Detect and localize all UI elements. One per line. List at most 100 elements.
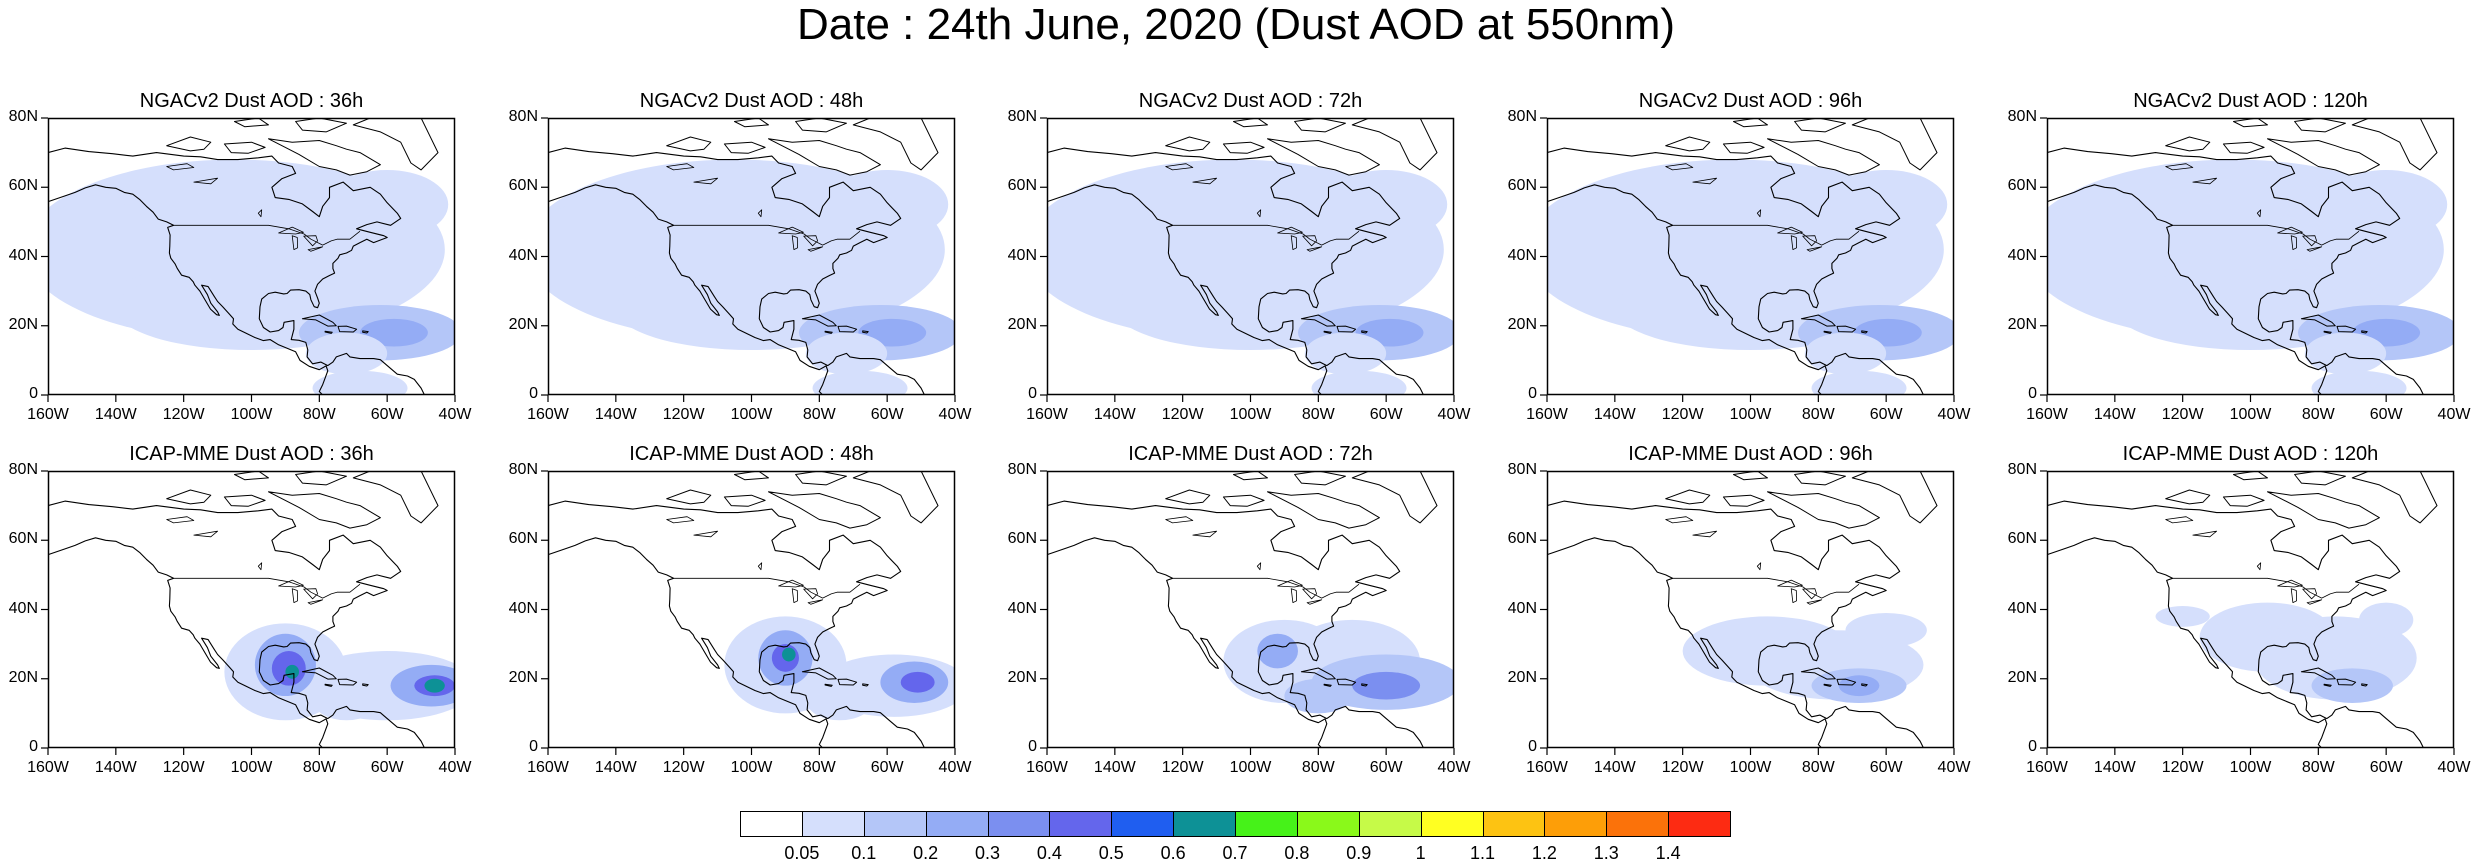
coastline — [548, 147, 926, 395]
land-outline — [2351, 118, 2438, 171]
land-outline — [295, 118, 347, 133]
coastline — [48, 147, 426, 395]
land-outline — [268, 138, 381, 176]
lon-tick-label: 60W — [370, 406, 404, 423]
lon-tick-label: 40W — [938, 759, 972, 776]
land-outline — [2277, 226, 2303, 235]
land-outline — [362, 683, 369, 687]
lon-tick-label: 60W — [870, 406, 904, 423]
colorbar-label: 1.3 — [1593, 843, 1619, 863]
land-outline — [734, 118, 769, 128]
coastline — [1047, 147, 1425, 395]
coastline — [2172, 577, 2360, 599]
lon-tick-label: 120W — [1661, 759, 1704, 776]
lon-tick-label: 60W — [2369, 406, 2403, 423]
colorbar-label: 0.9 — [1346, 843, 1372, 863]
lon-tick-label: 40W — [1937, 759, 1971, 776]
map-frame — [1546, 117, 1955, 396]
land-outline — [1336, 325, 1357, 333]
lon-tick-label: 100W — [2229, 759, 2272, 776]
land-outline — [2302, 235, 2318, 247]
land-outline — [1277, 226, 1303, 235]
lon-tick-label: 120W — [162, 759, 205, 776]
lat-tick-label: 80N — [1507, 108, 1537, 125]
land-outline — [791, 235, 799, 251]
lon-tick-label: 160W — [1026, 406, 1068, 423]
land-outline — [303, 235, 319, 247]
land-outline — [1806, 246, 1823, 252]
lat-tick-label: 80N — [8, 108, 38, 125]
land-outline — [1767, 491, 1880, 529]
colorbar-label: 1.1 — [1469, 843, 1496, 863]
land-outline — [778, 226, 804, 235]
aod-contour — [1547, 201, 1666, 285]
lon-tick-label: 140W — [94, 406, 137, 423]
lon-tick-label: 120W — [662, 759, 705, 776]
lon-tick-label: 160W — [1526, 406, 1568, 423]
dust-aod-map — [1540, 117, 1955, 402]
aod-contour — [2311, 370, 2407, 395]
lon-tick-label: 120W — [162, 406, 205, 423]
land-outline — [166, 163, 195, 171]
land-outline — [193, 530, 219, 538]
colorbar-swatch — [740, 811, 803, 837]
land-outline — [1790, 235, 1798, 251]
lat-tick-label: 20N — [8, 668, 38, 686]
land-outline — [1290, 588, 1298, 604]
colorbar-swatch — [1173, 811, 1236, 837]
land-outline — [2306, 246, 2323, 252]
colorbar-label: 0.3 — [974, 843, 1001, 863]
land-outline — [2361, 683, 2368, 687]
aod-contour — [2325, 169, 2448, 240]
land-outline — [1294, 118, 1346, 133]
land-outline — [278, 579, 304, 588]
lon-tick-label: 100W — [230, 406, 273, 423]
land-outline — [166, 136, 212, 152]
land-outline — [362, 330, 369, 334]
land-outline — [693, 530, 719, 538]
dust-aod-map — [1040, 117, 1455, 402]
aod-contour — [48, 201, 167, 285]
land-outline — [1861, 330, 1868, 334]
land-outline — [1165, 163, 1194, 171]
land-outline — [1165, 489, 1211, 505]
land-outline — [352, 118, 439, 171]
map-frame — [2046, 117, 2455, 396]
panel-title: NGACv2 Dust AOD : 72h — [1138, 90, 1363, 112]
colorbar-label: 0.7 — [1222, 843, 1248, 863]
land-outline — [795, 471, 847, 486]
aod-contour — [548, 201, 667, 285]
land-outline — [768, 491, 881, 529]
lon-tick-label: 140W — [94, 759, 137, 776]
lat-tick-label: 0 — [2028, 738, 2037, 755]
land-outline — [1823, 330, 1832, 334]
colorbar-swatch — [863, 811, 927, 837]
land-outline — [723, 141, 766, 154]
land-outline — [2294, 118, 2346, 133]
colorbar-label: 0.6 — [1160, 843, 1186, 863]
panel-title: ICAP-MME Dust AOD : 96h — [1628, 443, 1873, 465]
land-outline — [666, 136, 712, 152]
lat-tick-label: 60N — [2007, 530, 2037, 548]
map-frame — [1546, 470, 1955, 749]
lat-tick-label: 0 — [1528, 738, 1537, 755]
aod-contour — [312, 370, 408, 395]
coastline — [548, 537, 829, 748]
coastline — [548, 500, 926, 748]
land-outline — [352, 471, 439, 524]
aod-contour — [812, 370, 908, 395]
lat-tick-label: 20N — [1507, 315, 1537, 333]
lat-tick-label: 60N — [508, 177, 538, 195]
aod-contour — [285, 664, 299, 679]
land-outline — [2336, 325, 2357, 333]
land-outline — [1361, 683, 1368, 687]
lat-tick-label: 80N — [508, 461, 538, 478]
land-outline — [1692, 177, 1718, 185]
lon-tick-label: 60W — [1369, 406, 1403, 423]
lat-tick-label: 20N — [508, 668, 538, 686]
land-outline — [723, 494, 766, 507]
land-outline — [1294, 471, 1346, 486]
land-outline — [1802, 588, 1818, 600]
coastline — [1047, 500, 1425, 748]
land-outline — [803, 588, 819, 600]
